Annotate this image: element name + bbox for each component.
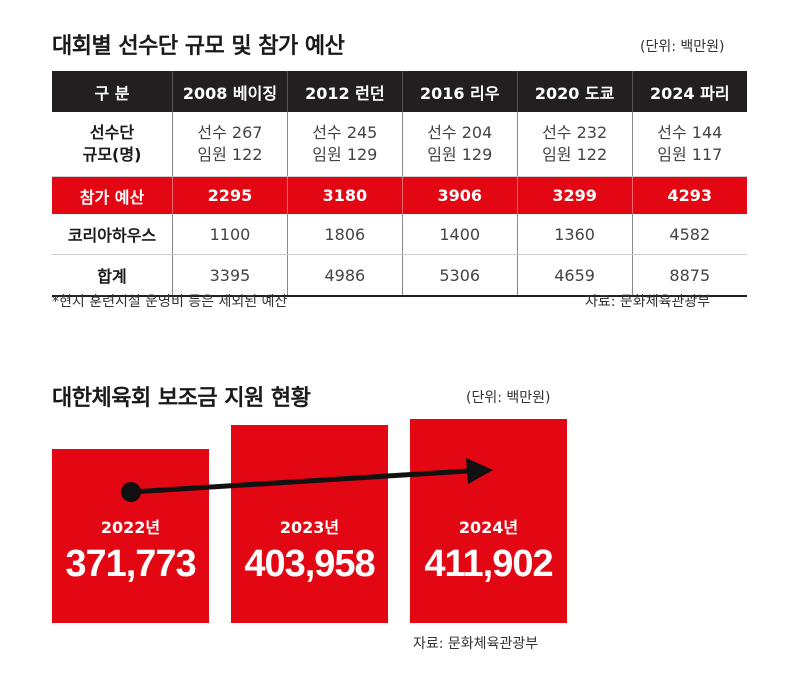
- header-cell: 2020 도쿄: [516, 71, 633, 112]
- bar-value-label: 371,773: [65, 542, 196, 585]
- table-header-row: 구 분 2008 베이징 2012 런던 2016 리우 2020 도쿄 202…: [52, 71, 747, 112]
- table-cell: 선수 267 임원 122: [172, 112, 288, 177]
- bar-category-label: 2022년: [100, 517, 161, 537]
- table-cell: 1100: [172, 214, 288, 255]
- header-cell: 구 분: [52, 71, 173, 112]
- row-label-line: 선수단: [89, 123, 135, 142]
- officials-count: 임원 122: [197, 145, 263, 164]
- table-title: 대회별 선수단 규모 및 참가 예산: [52, 34, 345, 59]
- table-cell: 4659: [516, 254, 633, 297]
- table-footnote: *현지 훈련시설 운영비 등은 제외된 예산: [52, 294, 288, 310]
- chart-source: 자료: 문화체육관광부: [413, 636, 539, 652]
- chart-title: 대한체육회 보조금 지원 현황: [52, 386, 311, 411]
- officials-count: 임원 117: [657, 145, 723, 164]
- budget-table: 구 분 2008 베이징 2012 런던 2016 리우 2020 도쿄 202…: [52, 71, 747, 297]
- table-cell: 1806: [286, 214, 403, 255]
- header-cell: 2016 리우: [401, 71, 518, 112]
- athletes-count: 선수 267: [197, 123, 263, 142]
- header-cell: 2008 베이징: [172, 71, 288, 112]
- header-cell: 2012 런던: [286, 71, 403, 112]
- trend-arrow-line: [130, 468, 469, 495]
- table-cell: 선수 245 임원 129: [286, 112, 403, 177]
- trend-arrow-head: [466, 458, 493, 484]
- table-cell: 8875: [631, 254, 747, 297]
- athletes-count: 선수 232: [542, 123, 608, 142]
- officials-count: 임원 129: [312, 145, 378, 164]
- trend-arrow-start-dot: [121, 482, 141, 502]
- table-cell: 선수 144 임원 117: [631, 112, 747, 177]
- table-cell: 선수 204 임원 129: [401, 112, 518, 177]
- row-label: 참가 예산: [52, 176, 173, 214]
- table-row: 코리아하우스 1100 1806 1400 1360 4582: [52, 214, 747, 255]
- table-cell: 3906: [401, 176, 518, 214]
- bar-2023년: 2023년 403,958: [231, 425, 388, 623]
- officials-count: 임원 129: [427, 145, 493, 164]
- table-cell: 4582: [631, 214, 747, 255]
- athletes-count: 선수 144: [657, 123, 723, 142]
- officials-count: 임원 122: [542, 145, 608, 164]
- header-cell: 2024 파리: [631, 71, 747, 112]
- table-cell: 선수 232 임원 122: [516, 112, 633, 177]
- row-label: 코리아하우스: [52, 214, 173, 255]
- table-source: 자료: 문화체육관광부: [585, 294, 711, 310]
- table-row-highlight: 참가 예산 2295 3180 3906 3299 4293: [52, 176, 747, 214]
- table-cell: 2295: [172, 176, 288, 214]
- bar-value-label: 403,958: [244, 542, 375, 585]
- table-cell: 1400: [401, 214, 518, 255]
- table-row: 선수단 규모(명) 선수 267 임원 122 선수 245 임원 129 선수…: [52, 112, 747, 177]
- table-cell: 3180: [286, 176, 403, 214]
- chart-unit: (단위: 백만원): [466, 390, 551, 406]
- athletes-count: 선수 204: [427, 123, 493, 142]
- table-cell: 3299: [516, 176, 633, 214]
- table-cell: 4986: [286, 254, 403, 297]
- table-cell: 4293: [631, 176, 747, 214]
- table-cell: 3395: [172, 254, 288, 297]
- table-row: 합계 3395 4986 5306 4659 8875: [52, 254, 747, 297]
- table-cell: 1360: [516, 214, 633, 255]
- row-label: 선수단 규모(명): [52, 112, 173, 177]
- table-cell: 5306: [401, 254, 518, 297]
- row-label-line: 규모(명): [82, 145, 142, 164]
- bar-category-label: 2023년: [279, 517, 340, 537]
- bar-category-label: 2024년: [458, 517, 519, 537]
- athletes-count: 선수 245: [312, 123, 378, 142]
- bar-2024년: 2024년 411,902: [410, 419, 567, 623]
- bar-2022년: 2022년 371,773: [52, 449, 209, 623]
- bar-value-label: 411,902: [424, 542, 553, 585]
- table-unit: (단위: 백만원): [640, 39, 725, 55]
- row-label: 합계: [52, 254, 173, 297]
